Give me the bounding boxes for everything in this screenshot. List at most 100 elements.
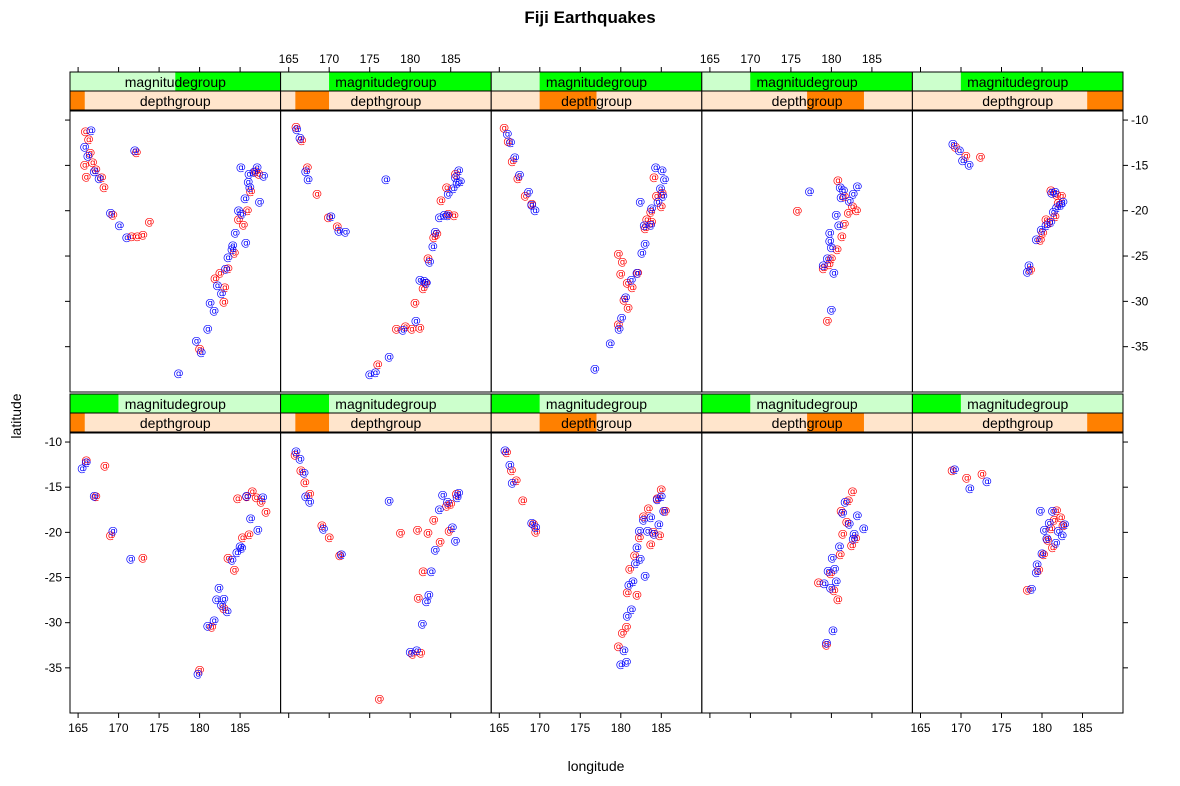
data-point-red: @	[847, 202, 857, 213]
x-tick-label: 175	[360, 52, 380, 66]
depth-strip-label: depthgroup	[561, 93, 632, 109]
data-point-blue: @	[424, 590, 434, 601]
data-point-blue: @	[452, 493, 462, 504]
data-point-blue: @	[241, 238, 251, 249]
data-point-red: @	[660, 506, 670, 517]
data-point-blue: @	[419, 276, 429, 287]
data-point-blue: @	[255, 197, 265, 208]
depth-strip-level	[539, 91, 597, 110]
data-point-red: @	[323, 213, 333, 224]
depth-strip-background	[70, 413, 281, 432]
data-point-red: @	[1058, 521, 1068, 532]
data-point-red: @	[233, 494, 243, 505]
data-point-blue: @	[1060, 520, 1070, 531]
data-point-blue: @	[370, 368, 380, 379]
data-point-blue: @	[405, 647, 415, 658]
data-point-red: @	[826, 569, 836, 580]
x-tick-label: 165	[489, 721, 509, 735]
data-point-red: @	[106, 531, 116, 542]
data-point-blue: @	[334, 226, 344, 237]
magnitude-strip-level	[912, 394, 961, 413]
y-tick-label: -10	[45, 435, 63, 449]
panel-frame	[69, 110, 282, 393]
data-point-red: @	[1034, 565, 1044, 576]
data-point-blue: @	[1041, 221, 1051, 232]
data-point-blue: @	[827, 553, 837, 564]
data-point-red: @	[622, 278, 632, 289]
data-point-red: @	[408, 649, 418, 660]
data-point-red: @	[290, 450, 300, 461]
data-point-blue: @	[1050, 187, 1060, 198]
data-point-red: @	[195, 344, 205, 355]
data-point-red: @	[852, 205, 862, 216]
depth-strip-background	[280, 91, 492, 110]
x-axis-label: longitude	[568, 758, 625, 774]
data-point-red: @	[415, 323, 425, 334]
data-point-red: @	[418, 283, 428, 294]
data-point-red: @	[444, 526, 454, 537]
data-point-red: @	[84, 135, 94, 146]
depth-strip-level	[70, 91, 85, 110]
data-point-blue: @	[216, 600, 226, 611]
data-point-blue: @	[77, 464, 87, 475]
data-point-red: @	[813, 578, 823, 589]
panel-frame	[69, 432, 282, 714]
magnitude-strip-level	[960, 72, 1123, 91]
depth-strip-background	[280, 413, 492, 432]
panel-frame	[911, 432, 1124, 714]
data-point-red: @	[418, 567, 428, 578]
magnitude-strip-background	[70, 394, 281, 413]
data-point-blue: @	[652, 494, 662, 505]
magnitude-strip-level	[750, 72, 913, 91]
data-point-blue: @	[425, 257, 435, 268]
data-point-blue: @	[303, 174, 313, 185]
data-point-blue: @	[249, 167, 259, 178]
data-point-blue: @	[838, 508, 848, 519]
data-point-red: @	[451, 489, 461, 500]
data-point-blue: @	[1048, 506, 1058, 517]
data-point-red: @	[634, 532, 644, 543]
data-point-red: @	[836, 506, 846, 517]
data-point-red: @	[407, 324, 417, 335]
data-point-blue: @	[590, 364, 600, 375]
data-point-blue: @	[319, 524, 329, 535]
data-point-red: @	[652, 494, 662, 505]
data-point-red: @	[1035, 235, 1045, 246]
magnitude-strip-background	[912, 394, 1123, 413]
y-tick-label: -15	[45, 480, 63, 494]
data-point-blue: @	[246, 513, 256, 524]
panel-r2-c4: magnitudegroupdepthgroup@@@@@@@@@@@@@@@@…	[701, 393, 913, 714]
data-point-blue: @	[1048, 207, 1058, 218]
data-point-blue: @	[244, 169, 254, 180]
data-point-blue: @	[958, 155, 968, 166]
data-point-blue: @	[442, 211, 452, 222]
data-point-blue: @	[828, 625, 838, 636]
data-point-blue: @	[831, 577, 841, 588]
data-point-red: @	[244, 530, 254, 541]
data-point-blue: @	[340, 227, 350, 238]
data-point-blue: @	[209, 615, 219, 626]
magnitude-strip-level	[175, 72, 281, 91]
data-point-blue: @	[619, 645, 629, 656]
data-point-red: @	[1039, 550, 1049, 561]
x-tick-label: 180	[821, 52, 841, 66]
data-point-blue: @	[982, 476, 992, 487]
data-point-red: @	[835, 550, 845, 561]
data-point-blue: @	[258, 493, 268, 504]
data-point-red: @	[622, 587, 632, 598]
panel-r1-c4: magnitudegroupdepthgroup@@@@@@@@@@@@@@@@…	[701, 71, 913, 393]
data-point-red: @	[792, 206, 802, 217]
data-point-red: @	[247, 486, 257, 497]
y-tick-label: -35	[45, 661, 63, 675]
data-point-red: @	[950, 142, 960, 153]
data-point-blue: @	[214, 583, 224, 594]
data-point-blue: @	[617, 313, 627, 324]
data-point-blue: @	[527, 200, 537, 211]
data-point-red: @	[1052, 505, 1062, 516]
data-point-blue: @	[823, 566, 833, 577]
magnitude-strip-label: magnitudegroup	[335, 396, 436, 412]
magnitude-strip-level	[491, 394, 540, 413]
data-point-blue: @	[81, 457, 91, 468]
